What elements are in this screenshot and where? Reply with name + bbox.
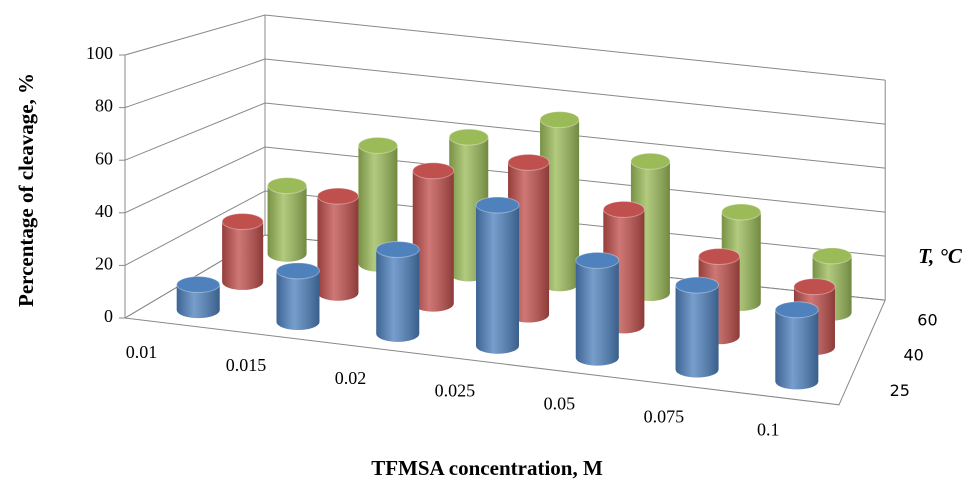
z-axis-title: T, °C	[918, 244, 963, 268]
cylinder-top	[221, 213, 264, 231]
y-tick-label: 20	[95, 254, 113, 274]
cylinder-top	[539, 111, 580, 129]
cylinder-top	[774, 301, 819, 319]
cylinder	[357, 136, 398, 272]
cylinder-top	[375, 240, 420, 258]
x-axis-title: TFMSA concentration, M	[371, 456, 603, 480]
cylinder-top	[448, 128, 489, 146]
cylinder-top	[630, 152, 671, 170]
cylinder	[475, 196, 520, 354]
cylinder	[675, 276, 720, 378]
cylinder-top	[176, 276, 221, 294]
z-tick-label: 60	[917, 310, 937, 329]
x-tick-label: 0.075	[644, 407, 685, 427]
cylinder-shade	[317, 196, 359, 301]
cylinder-shade	[675, 285, 719, 378]
cylinder	[412, 162, 455, 312]
cylinder	[539, 111, 580, 292]
cylinder-top	[275, 262, 320, 280]
x-tick-label: 0.015	[226, 355, 267, 375]
cylinder-top	[357, 136, 398, 154]
side-wall-edge	[124, 55, 886, 406]
cylinder	[774, 301, 819, 390]
x-tick-label: 0.1	[757, 420, 780, 440]
cylinder-top	[507, 153, 550, 171]
x-tick-label: 0.02	[335, 368, 367, 388]
cylinder	[221, 213, 264, 290]
cylinder-shade	[476, 205, 520, 354]
cylinder	[316, 187, 359, 301]
cylinder-shade	[540, 119, 580, 292]
y-tick-label: 0	[104, 306, 113, 326]
y-tick-label: 100	[86, 43, 113, 63]
cylinder-shade	[276, 270, 320, 330]
cylinder	[575, 251, 620, 366]
cylinder	[267, 177, 308, 262]
cylinder-shade	[176, 284, 220, 319]
cylinder-top	[812, 247, 853, 265]
cylinder-top	[412, 162, 455, 180]
y-axis-title: Percentage of cleavage, %	[14, 73, 38, 307]
cylinder	[375, 240, 420, 342]
cylinder-shade	[775, 309, 819, 390]
cylinder-top	[575, 251, 620, 269]
x-tick-label: 0.05	[544, 394, 576, 414]
z-tick-label: 25	[890, 381, 910, 400]
cylinder	[275, 262, 320, 330]
y-tick-label: 60	[95, 148, 113, 168]
cylinder-shade	[376, 249, 420, 342]
cylinder-top	[698, 247, 741, 265]
cylinder-shade	[575, 260, 619, 366]
grid-line	[124, 146, 886, 214]
cylinder-top	[793, 278, 836, 296]
cylinder-top	[675, 276, 720, 294]
cylinder-shade	[222, 221, 264, 290]
cylinder-top	[602, 200, 645, 218]
grid-line	[124, 234, 886, 319]
cylinder-shade	[358, 145, 398, 272]
cylinder-top	[721, 203, 762, 221]
cylinder-top	[267, 177, 308, 195]
grid-line	[124, 102, 886, 169]
grid-line	[124, 14, 886, 81]
cylinder-shade	[412, 170, 454, 312]
x-tick-label: 0.01	[126, 342, 158, 362]
grid-line	[124, 190, 886, 266]
cylinder-top	[475, 196, 520, 214]
cylinder	[176, 276, 221, 319]
z-tick-label: 40	[903, 346, 923, 365]
y-tick-label: 80	[95, 96, 113, 116]
cylinder-top	[316, 187, 359, 205]
x-tick-label: 0.025	[435, 381, 476, 401]
cylinder-shade	[267, 185, 307, 262]
y-tick-label: 40	[95, 201, 113, 221]
grid-line	[124, 58, 886, 125]
